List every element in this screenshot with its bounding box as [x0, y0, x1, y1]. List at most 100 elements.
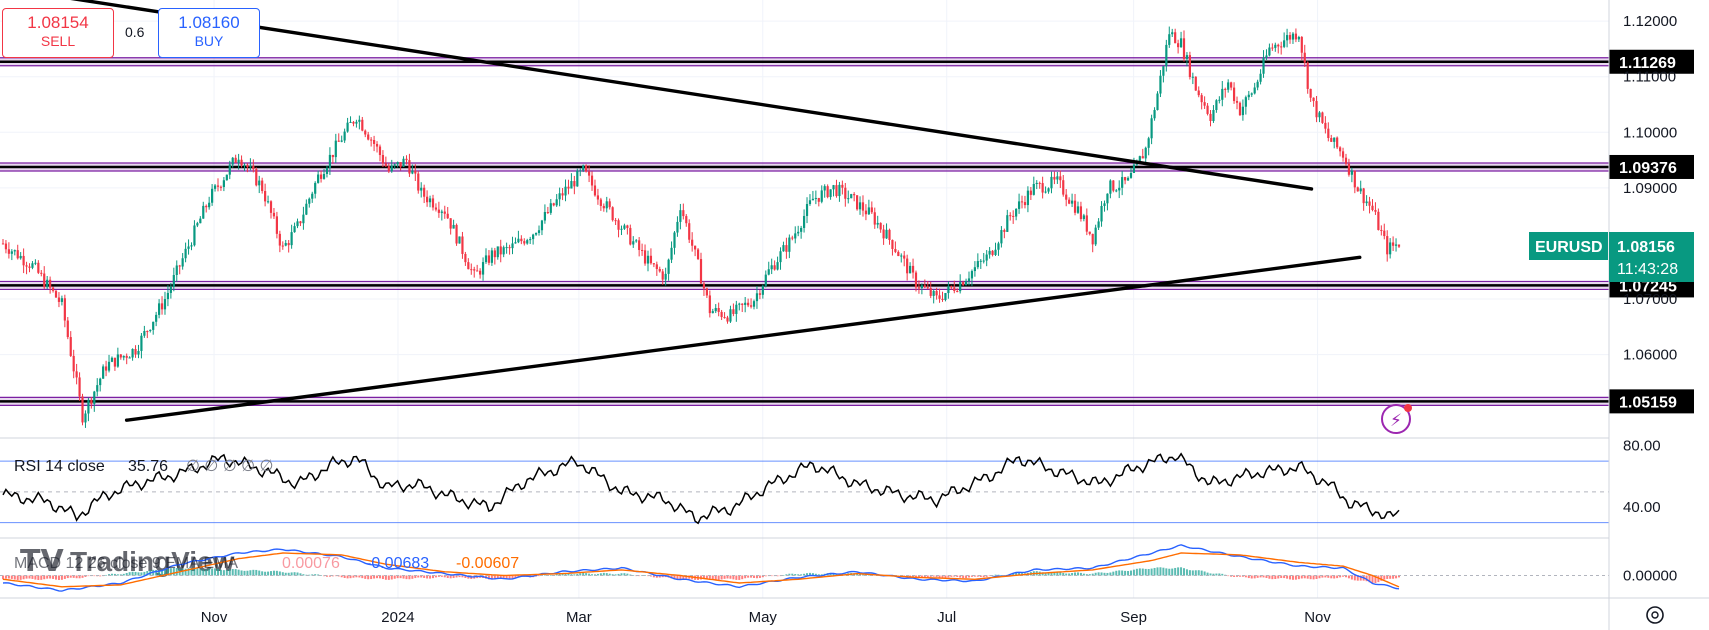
candle-body	[593, 185, 597, 196]
candle-body	[1138, 156, 1141, 161]
macd-histogram-bar	[926, 575, 929, 578]
macd-histogram-bar	[1115, 570, 1118, 576]
candle-body	[219, 186, 223, 188]
candle-body	[1383, 230, 1386, 237]
macd-histogram-bar	[449, 575, 452, 579]
candle-body	[63, 298, 66, 321]
macd-histogram-bar	[1377, 575, 1380, 583]
macd-histogram-bar	[1244, 575, 1247, 578]
candle-body	[405, 158, 408, 161]
macd-histogram-bar	[1059, 572, 1062, 576]
candle-body	[428, 198, 432, 203]
candle-body	[166, 292, 170, 300]
settings-icon[interactable]	[1646, 606, 1664, 624]
candle-body	[420, 187, 423, 191]
candle-body	[944, 293, 947, 301]
candle-body	[473, 269, 476, 271]
macd-histogram-bar	[1212, 573, 1215, 576]
alert-badge[interactable]: ⚡	[1381, 404, 1412, 434]
candle-body	[602, 205, 605, 209]
macd-histogram-bar	[84, 575, 87, 577]
candle-body	[461, 236, 464, 254]
macd-histogram-bar	[370, 575, 373, 580]
rsi-value: 35.76	[128, 458, 168, 475]
candle-body	[723, 317, 726, 319]
candle-body	[346, 122, 349, 132]
candle-body	[696, 249, 700, 260]
macd-histogram-bar	[105, 574, 108, 576]
candle-body	[537, 230, 541, 233]
candle-body	[1247, 94, 1250, 98]
candle-body	[1224, 88, 1227, 90]
candle-body	[805, 204, 809, 216]
macd-histogram-bar	[614, 574, 617, 576]
candle-body	[476, 270, 479, 272]
macd-panel	[0, 544, 1609, 592]
alert-circle[interactable]	[1381, 404, 1411, 434]
candle-body	[646, 255, 650, 264]
sell-button[interactable]: 1.08154 SELL	[2, 8, 114, 58]
macd-histogram-bar	[1262, 575, 1265, 578]
trendline-ascending[interactable]	[124, 255, 1362, 422]
macd-histogram-bar	[920, 575, 923, 579]
candle-body	[1112, 180, 1115, 191]
candle-body	[1318, 112, 1321, 118]
candle-body	[661, 271, 664, 280]
macd-histogram-bar	[588, 573, 591, 576]
candle-body	[720, 311, 723, 318]
candle-body	[393, 164, 396, 166]
candle-body	[776, 262, 779, 270]
macd-histogram-bar	[384, 575, 387, 580]
candle-body	[1144, 147, 1147, 159]
macd-histogram-bar	[676, 575, 679, 580]
macd-histogram-bar	[1268, 575, 1271, 579]
candle-body	[517, 238, 520, 243]
level-price-tag	[1609, 154, 1694, 179]
macd-histogram-bar	[125, 572, 128, 576]
horizontal-levels[interactable]: 1.11269 1.09376 1.07245 1.05159	[0, 49, 1694, 414]
candle-body	[1124, 177, 1127, 181]
macd-histogram-bar	[1265, 575, 1268, 578]
macd-histogram-bar	[343, 575, 346, 578]
candle-body	[225, 174, 228, 181]
candle-body	[328, 154, 332, 168]
settings-button[interactable]	[1646, 606, 1664, 624]
macd-histogram-bar	[278, 571, 281, 576]
candle-body	[1179, 38, 1183, 48]
candle-body	[579, 170, 582, 172]
macd-histogram-bar	[611, 574, 614, 576]
rsi-tick-label: 80.00	[1623, 438, 1661, 455]
candle-body	[973, 267, 976, 272]
candle-body	[193, 225, 196, 246]
candle-body	[60, 298, 64, 302]
candle-body	[205, 205, 208, 208]
level-price-tag	[1609, 49, 1694, 74]
macd-histogram-bar	[452, 575, 455, 579]
buy-button[interactable]: 1.08160 BUY	[158, 8, 260, 58]
macd-histogram-bar	[1085, 574, 1088, 576]
y-tick-label: 1.09000	[1623, 180, 1677, 197]
macd-histogram-bar	[1097, 572, 1100, 576]
macd-histogram-bar	[222, 570, 225, 576]
macd-histogram-bar	[917, 575, 920, 578]
candle-body	[649, 255, 653, 264]
macd-histogram-bar	[1165, 568, 1168, 576]
macd-histogram-bar	[1365, 575, 1368, 582]
macd-histogram-bar	[947, 575, 950, 578]
candle-body	[54, 290, 58, 298]
candle-body	[1274, 44, 1277, 48]
symbol-tag[interactable]: EURUSD 1.08156 11:43:28	[1529, 232, 1694, 282]
macd-histogram-bar	[1047, 572, 1050, 576]
macd-histogram-bar	[234, 569, 237, 576]
macd-histogram-bar	[1141, 568, 1144, 576]
macd-histogram-bar	[1283, 575, 1286, 579]
candle-body	[1327, 128, 1330, 138]
lightning-icon: ⚡	[1390, 411, 1402, 431]
candle-body	[246, 165, 249, 168]
macd-histogram-bar	[1280, 575, 1283, 579]
macd-histogram-bar	[623, 573, 626, 576]
macd-histogram-bar	[373, 575, 376, 579]
candle-body	[655, 264, 658, 270]
macd-histogram-bar	[1359, 575, 1362, 581]
